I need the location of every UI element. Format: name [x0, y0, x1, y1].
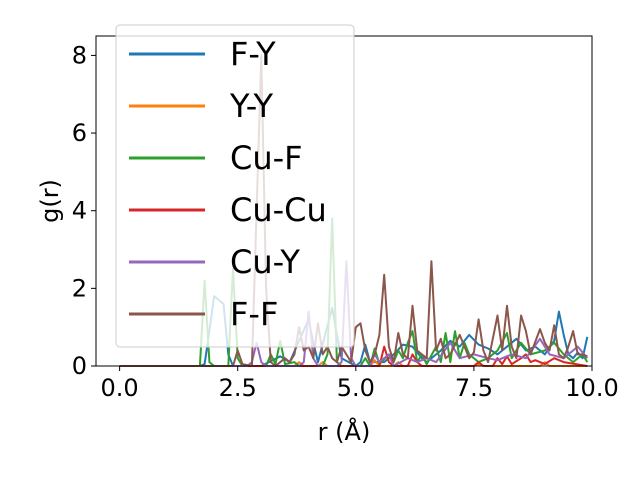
series-line-f-f [119, 54, 588, 367]
x-axis-label: r (Å) [318, 417, 371, 446]
legend-label-cu-cu: Cu-Cu [230, 191, 327, 229]
y-tick-label: 0 [72, 352, 87, 380]
y-axis-label: g(r) [36, 179, 64, 223]
y-tick-label: 2 [72, 274, 87, 302]
legend-label-cu-y: Cu-Y [230, 243, 300, 281]
x-tick-label: 10.0 [565, 374, 618, 402]
y-axis-ticks: 0 2 4 6 8 [72, 41, 96, 380]
y-tick-label: 4 [72, 197, 87, 225]
x-tick-label: 2.5 [219, 374, 257, 402]
legend-label-y-y: Y-Y [229, 87, 274, 125]
legend-label-cu-f: Cu-F [230, 139, 303, 177]
y-tick-label: 6 [72, 119, 87, 147]
legend-label-f-y: F-Y [230, 35, 276, 73]
series-line-cu-f [119, 217, 589, 367]
x-tick-label: 5.0 [337, 374, 375, 402]
x-axis-ticks: 0.0 2.5 5.0 7.5 10.0 [101, 366, 619, 402]
y-tick-label: 8 [72, 41, 87, 69]
x-tick-label: 7.5 [455, 374, 493, 402]
legend-label-f-f: F-F [230, 295, 278, 333]
x-tick-label: 0.0 [101, 374, 139, 402]
legend: F-Y Y-Y Cu-F Cu-Cu Cu-Y F-F [115, 24, 355, 348]
